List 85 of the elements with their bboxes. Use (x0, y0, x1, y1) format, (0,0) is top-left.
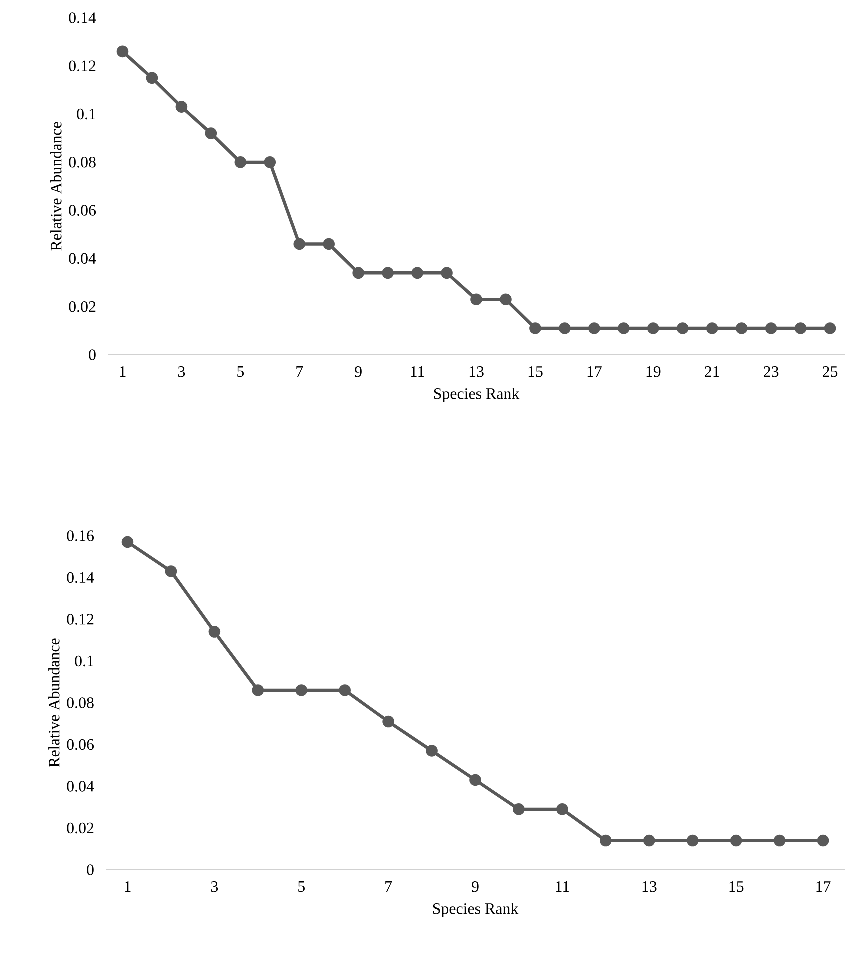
point (817, 834, 830, 847)
x-tick-label: 5 (238, 366, 244, 378)
x-tick-label: 15 (730, 882, 744, 892)
x-axis-title: Species Rank (433, 903, 519, 918)
y-tick-label: 0.06 (67, 739, 94, 750)
y-tick-label: 0.12 (67, 614, 94, 625)
x-tick-label: 19 (646, 366, 661, 378)
point (706, 322, 718, 334)
point (165, 566, 178, 578)
point (686, 834, 699, 847)
y-tick-label: 0.14 (67, 572, 94, 584)
x-tick-label: 5 (298, 882, 305, 892)
x-tick-label: 3 (211, 882, 218, 892)
point (234, 156, 247, 168)
point (116, 46, 129, 58)
y-tick-label: 0.02 (67, 822, 94, 834)
point (736, 322, 748, 334)
y-tick-label: 0.04 (67, 781, 94, 792)
point (765, 322, 778, 334)
x-tick-label: 17 (816, 882, 831, 892)
point (588, 322, 600, 334)
x-tick-label: 9 (472, 882, 479, 892)
y-axis-title: Relative Abundance (48, 638, 60, 768)
x-tick-label: 3 (178, 366, 186, 378)
point (600, 834, 612, 847)
point (264, 156, 276, 168)
x-tick-label: 7 (386, 882, 392, 892)
x-tick-label: 25 (822, 366, 838, 378)
x-tick-label: 7 (296, 366, 304, 377)
y-tick-label: 0.02 (69, 301, 96, 312)
x-tick-label: 9 (355, 366, 362, 378)
point (176, 101, 188, 113)
x-tick-label: 1 (120, 366, 126, 378)
y-tick-label: 0 (89, 350, 96, 360)
y-tick-label: 0.06 (69, 205, 96, 216)
point (559, 322, 571, 334)
point (339, 684, 351, 696)
point (412, 267, 424, 280)
point (794, 322, 807, 334)
point (470, 294, 482, 306)
point (441, 267, 453, 280)
point (500, 294, 512, 306)
point (252, 684, 264, 696)
point (470, 774, 482, 786)
y-tick-label: 0.04 (69, 253, 96, 264)
point (323, 238, 335, 250)
x-tick-label: 17 (588, 366, 602, 378)
x-tick-label: 21 (705, 366, 720, 378)
y-tick-label: 0.08 (67, 698, 94, 708)
y-tick-label: 0.16 (67, 530, 94, 542)
point (774, 834, 786, 847)
point (426, 745, 438, 757)
y-tick-label: 0 (87, 864, 94, 876)
x-tick-label: 11 (411, 366, 424, 378)
point (530, 322, 542, 334)
x-tick-label: 1 (125, 882, 131, 892)
point (352, 267, 364, 280)
x-tick-label: 13 (470, 366, 484, 378)
point (296, 684, 308, 696)
y-tick-label: 0.08 (69, 157, 96, 168)
point (618, 322, 630, 334)
x-axis-title: Species Rank (434, 388, 520, 402)
x-tick-label: 13 (642, 882, 657, 892)
x-tick-label: 23 (764, 366, 779, 378)
y-tick-label: 0.1 (77, 108, 96, 120)
x-tick-label: 11 (556, 882, 570, 892)
point (556, 804, 568, 816)
point (513, 804, 525, 816)
point (824, 322, 836, 334)
point (730, 834, 742, 847)
x-tick-label: 15 (528, 366, 543, 378)
point (382, 716, 394, 728)
point (382, 267, 394, 280)
point (122, 536, 134, 548)
y-tick-label: 0.12 (69, 60, 96, 72)
point (208, 626, 221, 638)
point (676, 322, 689, 334)
point (647, 322, 660, 334)
point (205, 128, 218, 140)
y-tick-label: 0.14 (69, 12, 96, 24)
y-axis-title: Relative Abundance (50, 122, 62, 251)
point (294, 238, 306, 250)
y-tick-label: 0.1 (75, 656, 94, 667)
point (146, 72, 158, 84)
point (643, 834, 656, 847)
